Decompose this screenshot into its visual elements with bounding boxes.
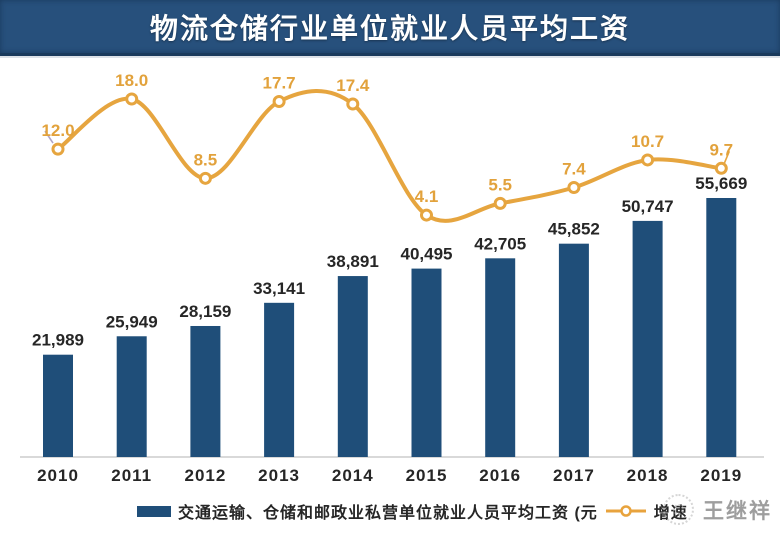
watermark-logo-icon [663,494,694,525]
line-marker-2015 [420,208,433,222]
line-value-label: 7.4 [562,160,586,179]
watermark: 王继祥 [663,494,772,525]
line-value-label: 9.7 [709,140,733,159]
growth-rate-line [56,89,724,223]
bar-2018 [632,220,663,457]
line-value-label: 5.5 [488,175,512,194]
bar-2017 [558,243,589,457]
line-marker-2016 [493,196,507,210]
bar-2011 [116,336,147,457]
line-value-label: 17.7 [263,74,296,93]
first-point-leader-line [44,130,54,144]
chart-legend: 交通运输、仓储和邮政业私营单位就业人员平均工资 (元 增速 [137,500,688,522]
bar-value-label: 40,495 [401,245,453,264]
category-label: 2010 [37,466,79,485]
bar-value-label: 21,989 [32,331,84,350]
bar-value-label: 50,747 [622,197,674,216]
bar-2014 [337,276,368,457]
line-marker-2012 [198,171,212,185]
category-label: 2013 [258,466,300,485]
last-point-leader-line [723,150,731,164]
line-marker-2010 [51,142,65,156]
bar-2010 [43,354,73,457]
line-marker-2017 [567,181,581,195]
chart-title: 物流仓储行业单位就业人员平均工资 [149,12,630,44]
bar-2016 [485,258,516,457]
bar-value-label: 25,949 [106,312,158,331]
bar-value-label: 28,159 [179,302,231,321]
line-value-label: 10.7 [631,132,664,151]
bar-2015 [411,268,442,457]
bar-2019 [706,198,737,457]
bar-value-label: 38,891 [327,252,379,271]
line-marker-2018 [641,153,655,167]
category-label: 2014 [332,466,374,485]
category-label: 2018 [627,466,669,485]
line-value-label: 8.5 [194,150,218,169]
category-label: 2016 [479,466,521,485]
bar-value-label: 55,669 [695,174,747,193]
line-marker-2014 [346,97,360,111]
line-value-label: 17.4 [336,76,370,95]
category-label: 2011 [111,466,152,485]
line-value-label: 12.0 [41,121,74,140]
category-label: 2019 [700,466,742,485]
line-value-label: 4.1 [415,187,439,206]
bar-value-label: 45,852 [548,220,600,239]
bar-value-label: 33,141 [253,279,305,298]
bar-2013 [264,302,295,457]
bar-value-label: 42,705 [474,234,526,253]
category-label: 2012 [184,466,226,485]
chart-title-banner: 物流仓储行业单位就业人员平均工资 [0,0,780,56]
category-label: 2017 [553,466,595,485]
bar-legend-label: 交通运输、仓储和邮政业私营单位就业人员平均工资 (元 [178,505,598,522]
watermark-text: 王继祥 [703,499,772,523]
bar-legend-swatch [137,505,171,517]
bar-2012 [190,325,221,457]
line-value-label: 18.0 [115,71,148,90]
line-marker-2011 [125,92,139,106]
line-legend-marker-icon [605,505,646,517]
line-marker-2013 [272,95,286,109]
line-marker-2019 [714,161,728,175]
category-label: 2015 [406,466,448,485]
